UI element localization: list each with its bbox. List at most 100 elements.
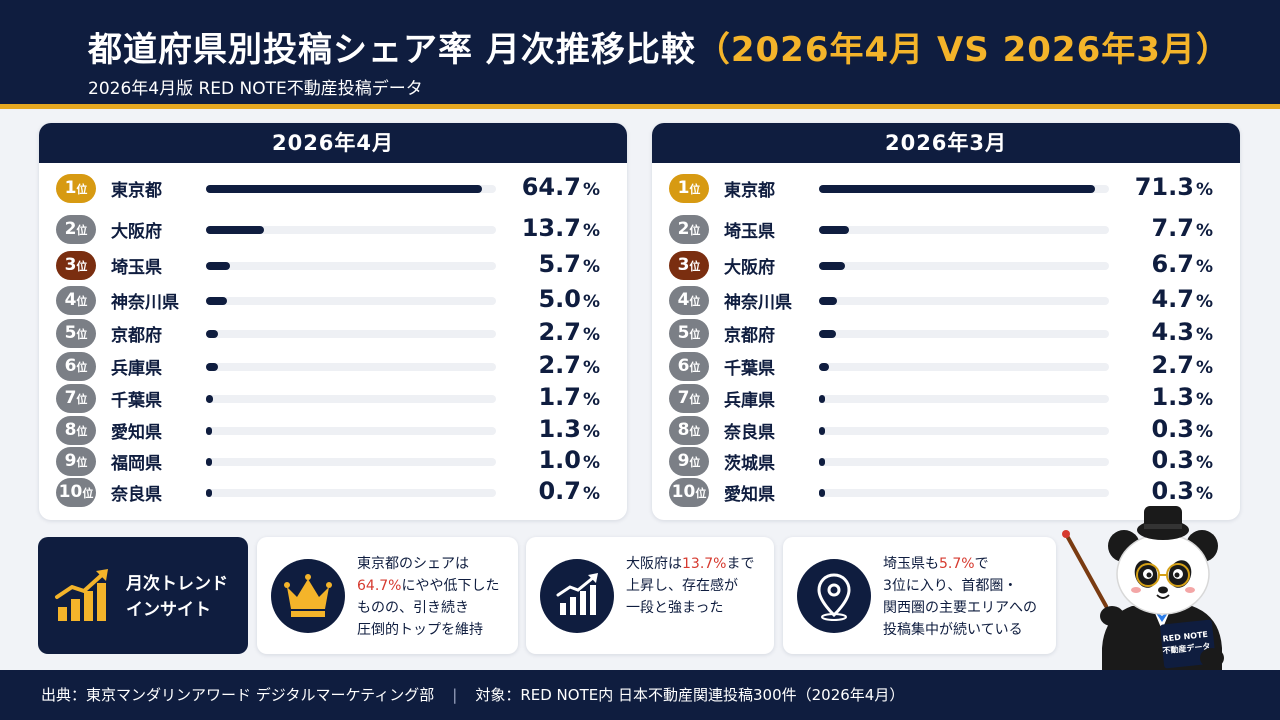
share-value: 7.7% (1151, 214, 1213, 242)
share-value: 64.7% (522, 173, 600, 201)
ranking-row: 8位 愛知県 1.3% (39, 415, 627, 445)
ranking-row: 3位 埼玉県 5.7% (39, 250, 627, 280)
share-number: 4.7 (1151, 285, 1194, 313)
rank-badge: 7位 (56, 384, 96, 413)
bar-track (819, 330, 1109, 338)
rank-badge: 2位 (669, 215, 709, 244)
rank-number: 4 (677, 290, 690, 310)
bar-mark (206, 297, 228, 305)
bar-mark (206, 427, 212, 435)
share-value: 5.0% (538, 285, 600, 313)
panda-mascot-icon: RED NOTE 不動産データ (1062, 506, 1224, 696)
ranking-row: 2位 大阪府 13.7% (39, 214, 627, 244)
share-number: 6.7 (1151, 250, 1194, 278)
percent-unit: % (582, 422, 600, 442)
rank-unit: 位 (82, 487, 94, 500)
rank-badge: 6位 (56, 352, 96, 381)
share-number: 1.7 (538, 383, 581, 411)
insight-line: 関西圏の主要エリアへの (883, 597, 1037, 619)
bar-track (819, 185, 1109, 193)
bar-mark (819, 395, 825, 403)
prefecture-label: 東京都 (724, 181, 775, 201)
share-value: 0.3% (1151, 446, 1213, 474)
prefecture-label: 大阪府 (111, 222, 162, 242)
percent-unit: % (582, 325, 600, 345)
percent-unit: % (1195, 180, 1213, 200)
insight-text-saitama: 埼玉県も5.7%で 3位に入り、首都圏・ 関西圏の主要エリアへの 投稿集中が続いている (883, 553, 1037, 641)
percent-unit: % (582, 180, 600, 200)
prefecture-label: 京都府 (111, 326, 162, 346)
percent-unit: % (1195, 325, 1213, 345)
insight-label-box: 月次トレンド インサイト (38, 537, 248, 654)
rank-unit: 位 (76, 295, 88, 308)
bar-track (819, 395, 1109, 403)
header-accent-line (0, 104, 1280, 109)
prefecture-label: 神奈川県 (111, 293, 179, 313)
rank-unit: 位 (689, 425, 701, 438)
bar-mark (206, 363, 218, 371)
share-value: 0.3% (1151, 415, 1213, 443)
bar-track (819, 489, 1109, 497)
rank-unit: 位 (689, 456, 701, 469)
ranking-row: 9位 茨城県 0.3% (652, 446, 1240, 476)
rank-badge: 1位 (56, 174, 96, 203)
share-value: 4.7% (1151, 285, 1213, 313)
insight-text-part: 3位に入り、首都圏・ (883, 578, 1018, 594)
footer-source: 出典：東京マンダリンアワード デジタルマーケティング部 (41, 686, 435, 704)
bar-track (819, 297, 1109, 305)
page-title: 都道府県別投稿シェア率 月次推移比較（2026年4月 VS 2026年3月） (88, 22, 1231, 71)
percent-unit: % (582, 358, 600, 378)
rising-chart-icon (556, 573, 598, 615)
bar-track (206, 262, 496, 270)
ranking-row: 10位 奈良県 0.7% (39, 477, 627, 507)
rank-badge: 4位 (56, 286, 96, 315)
bar-mark (206, 226, 265, 234)
share-number: 71.3 (1134, 173, 1194, 201)
insight-line: 一段と強まった (626, 597, 754, 619)
rank-unit: 位 (689, 260, 701, 273)
rank-number: 3 (64, 255, 77, 275)
percent-unit: % (1195, 453, 1213, 473)
share-value: 5.7% (538, 250, 600, 278)
rank-unit: 位 (689, 183, 701, 196)
share-number: 2.7 (538, 351, 581, 379)
trend-chart-icon (55, 569, 108, 621)
rank-unit: 位 (689, 361, 701, 374)
rank-unit: 位 (689, 295, 701, 308)
ranking-row: 7位 千葉県 1.7% (39, 383, 627, 413)
share-value: 0.7% (538, 477, 600, 505)
insight-text-part: 上昇し、存在感が (626, 578, 738, 594)
crown-icon (284, 574, 332, 617)
ranking-row: 7位 兵庫県 1.3% (652, 383, 1240, 413)
rank-unit: 位 (76, 328, 88, 341)
rank-badge: 1位 (669, 174, 709, 203)
prefecture-label: 奈良県 (724, 423, 775, 443)
rank-badge: 2位 (56, 215, 96, 244)
panel-title-march: 2026年3月 (652, 123, 1240, 163)
rank-unit: 位 (689, 224, 701, 237)
rank-badge: 5位 (669, 319, 709, 348)
insight-text-tokyo: 東京都のシェアは 64.7%にやや低下した ものの、引き続き 圧倒的トップを維持 (357, 553, 499, 641)
share-value: 1.3% (1151, 383, 1213, 411)
prefecture-label: 愛知県 (111, 423, 162, 443)
rank-unit: 位 (695, 487, 707, 500)
insight-card-osaka: 大阪府は13.7%まで 上昇し、存在感が 一段と強まった (526, 537, 774, 654)
prefecture-label: 奈良県 (111, 485, 162, 505)
insight-line: 3位に入り、首都圏・ (883, 575, 1037, 597)
share-number: 1.0 (538, 446, 581, 474)
share-number: 0.3 (1151, 477, 1194, 505)
percent-unit: % (582, 257, 600, 277)
ranking-row: 8位 奈良県 0.3% (652, 415, 1240, 445)
rank-unit: 位 (76, 224, 88, 237)
rank-unit: 位 (76, 260, 88, 273)
share-value: 1.3% (538, 415, 600, 443)
bar-track (206, 185, 496, 193)
insight-text-part: で (974, 556, 989, 572)
rank-badge: 6位 (669, 352, 709, 381)
footer-text: 出典：東京マンダリンアワード デジタルマーケティング部 | 対象：RED NOTE内… (41, 684, 904, 705)
rank-badge: 3位 (56, 251, 96, 280)
highlight-value: 64.7% (357, 578, 402, 594)
percent-unit: % (582, 292, 600, 312)
rank-unit: 位 (76, 361, 88, 374)
bar-track (819, 427, 1109, 435)
